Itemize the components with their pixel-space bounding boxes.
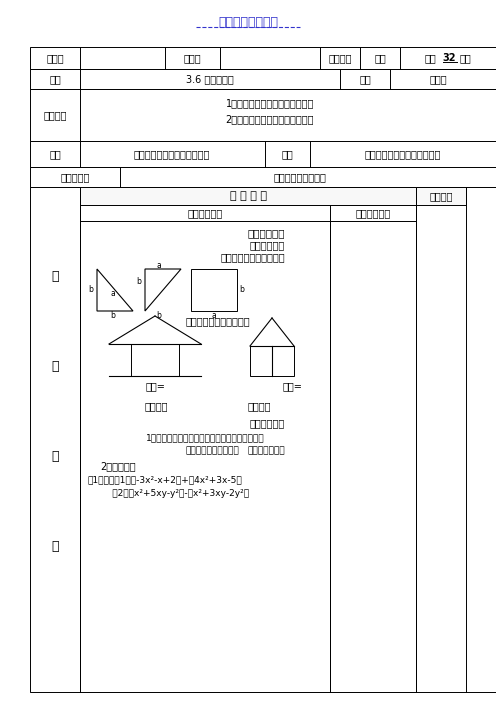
Bar: [30, 69, 496, 89]
Text: 3.6 整式的加减: 3.6 整式的加减: [186, 74, 234, 84]
Text: （2）（x²+5xy-y²）-（x²+3xy-2y²）: （2）（x²+5xy-y²）-（x²+3xy-2y²）: [95, 489, 249, 498]
Text: 课时: 课时: [459, 53, 471, 63]
Bar: [30, 89, 496, 141]
Text: 课题: 课题: [49, 74, 61, 84]
Text: 【导学指导】: 【导学指导】: [248, 228, 285, 238]
Bar: [131, 344, 179, 376]
Text: 学生主体活动: 学生主体活动: [355, 208, 391, 218]
Text: 其一般步骤是：: 其一般步骤是：: [248, 446, 286, 456]
Text: 周长=: 周长=: [145, 381, 165, 391]
Text: 教: 教: [51, 270, 59, 282]
Bar: [30, 141, 496, 167]
Text: 主备人: 主备人: [46, 53, 64, 63]
Text: 程: 程: [51, 540, 59, 552]
Text: 课型: 课型: [359, 74, 371, 84]
Text: 2、能熟练地进行整式加减运算。: 2、能熟练地进行整式加减运算。: [226, 114, 314, 124]
Text: 先学后教，当堂训练: 先学后教，当堂训练: [274, 172, 326, 182]
Text: 32: 32: [442, 53, 456, 63]
Text: 1、在具体情境中认识整式的加减: 1、在具体情境中认识整式的加减: [226, 98, 314, 108]
Bar: [30, 187, 496, 692]
Text: 过: 过: [51, 449, 59, 463]
Text: 周长和：: 周长和：: [145, 401, 169, 411]
Text: 用案人: 用案人: [183, 53, 201, 63]
Text: b: b: [111, 312, 116, 321]
Text: 1、概括：像以上这些计算就是整式的加减运算，: 1、概括：像以上这些计算就是整式的加减运算，: [146, 434, 264, 442]
Text: a: a: [157, 260, 161, 270]
Text: 教法及教具: 教法及教具: [61, 172, 90, 182]
Text: 难点: 难点: [281, 149, 293, 159]
Text: 进行整式的加减运算，: 进行整式的加减运算，: [185, 446, 239, 456]
Text: 如图，用三张卡片拼图形: 如图，用三张卡片拼图形: [220, 252, 285, 262]
Text: 学: 学: [51, 359, 59, 373]
Bar: [330, 221, 416, 692]
Text: a: a: [111, 289, 116, 298]
Bar: [416, 187, 466, 205]
Text: 能熟练地进行整式加减运算。: 能熟练地进行整式加减运算。: [365, 149, 441, 159]
Text: 周长差：: 周长差：: [248, 401, 271, 411]
Bar: [191, 269, 237, 311]
Text: 计算下面两幅图形的周长: 计算下面两幅图形的周长: [186, 316, 250, 326]
Text: 教师主导活动: 教师主导活动: [187, 208, 223, 218]
Bar: [80, 187, 416, 205]
Text: 月日: 月日: [374, 53, 386, 63]
Text: 周长=: 周长=: [282, 381, 302, 391]
Bar: [80, 205, 416, 221]
Bar: [30, 167, 496, 187]
Text: b: b: [157, 312, 161, 321]
Text: 2、例题演示: 2、例题演示: [100, 461, 135, 471]
Text: b: b: [89, 286, 93, 295]
Text: 最新整理初中数学: 最新整理初中数学: [218, 15, 278, 29]
Text: 能熟练地进行整式加减运算。: 能熟练地进行整式加减运算。: [134, 149, 210, 159]
Text: b: b: [240, 286, 245, 295]
Text: b: b: [136, 277, 141, 286]
Text: a: a: [212, 312, 216, 321]
Text: 个案调整: 个案调整: [429, 191, 453, 201]
Text: 新授课: 新授课: [429, 74, 447, 84]
Bar: [30, 47, 496, 69]
Text: 一、情境引入: 一、情境引入: [250, 240, 285, 250]
Text: 教 学 内 容: 教 学 内 容: [230, 191, 266, 201]
Text: 重点: 重点: [49, 149, 61, 159]
Text: 授课时间: 授课时间: [328, 53, 352, 63]
Text: 例1、计算（1）（-3x²-x+2）+（4x²+3x-5）: 例1、计算（1）（-3x²-x+2）+（4x²+3x-5）: [88, 475, 243, 484]
Bar: [250, 346, 294, 376]
Text: 教学目标: 教学目标: [43, 110, 67, 120]
Bar: [80, 221, 330, 692]
Text: 二、探索新知: 二、探索新知: [250, 418, 285, 428]
Text: 总第: 总第: [424, 53, 436, 63]
